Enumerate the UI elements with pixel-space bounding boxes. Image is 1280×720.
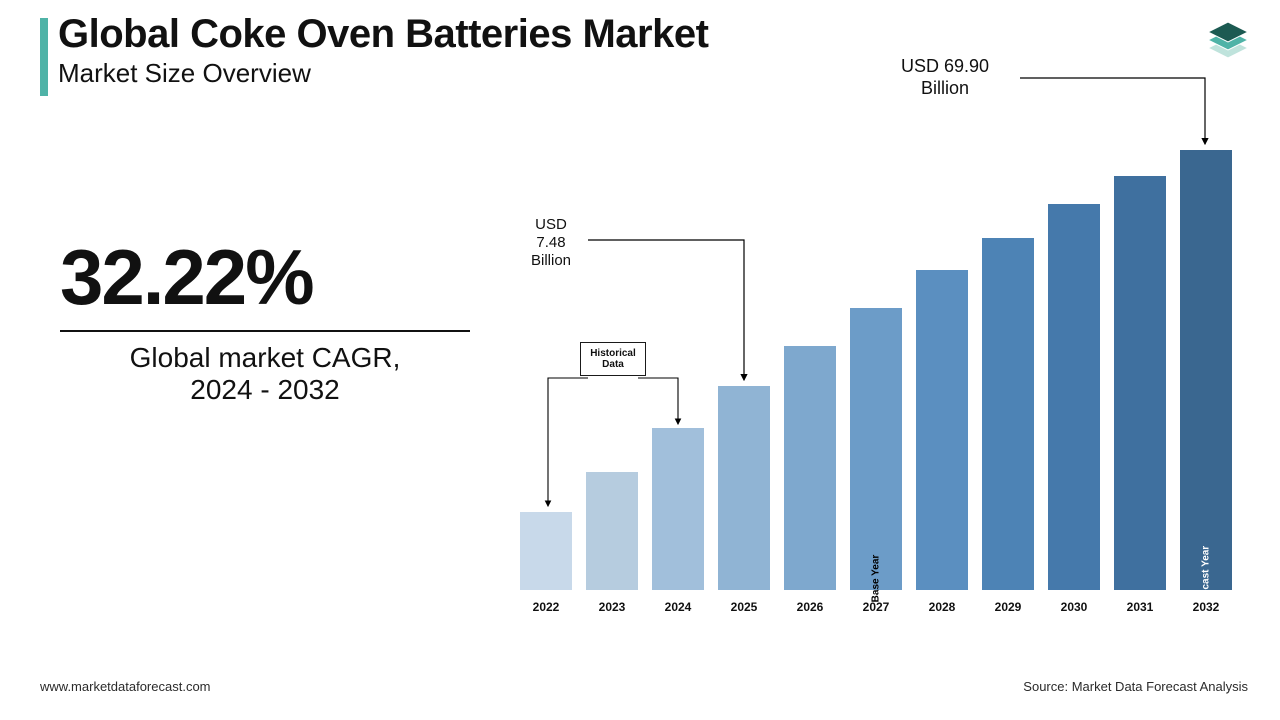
bar-2026 [784,346,836,590]
page-subtitle: Market Size Overview [58,58,311,89]
year-label-2022: 2022 [520,600,572,614]
start-value-line1: USD [516,216,586,234]
cagr-label-line1: Global market CAGR, [60,342,470,374]
start-value-line3: Billion [516,252,586,270]
end-value-annotation: USD 69.90 Billion [870,56,1020,99]
historical-line1: Historical [587,348,639,359]
bar-2024 [652,428,704,590]
end-value-line1: USD 69.90 [870,56,1020,78]
year-label-2025: 2025 [718,600,770,614]
year-label-2028: 2028 [916,600,968,614]
bar-2028 [916,270,968,590]
bar-2022 [520,512,572,590]
year-label-2024: 2024 [652,600,704,614]
historical-line2: Data [587,359,639,370]
year-label-2026: 2026 [784,600,836,614]
year-label-2030: 2030 [1048,600,1100,614]
brand-logo-icon [1200,14,1256,70]
historical-data-box: Historical Data [580,342,646,376]
end-value-line2: Billion [870,78,1020,100]
year-label-2032: 2032 [1180,600,1232,614]
bar-2027: Base Year [850,308,902,590]
bar-2030 [1048,204,1100,590]
year-axis: 2022 2023 2024 2025 2026 2027 2028 2029 2030 2031… [520,600,1240,614]
bar-2031 [1114,176,1166,590]
year-label-2029: 2029 [982,600,1034,614]
start-value-line2: 7.48 [516,234,586,252]
footer-source: Source: Market Data Forecast Analysis [1023,679,1248,694]
year-label-2031: 2031 [1114,600,1166,614]
cagr-panel: 32.22% Global market CAGR, 2024 - 2032 [60,238,480,406]
page-title: Global Coke Oven Batteries Market [58,12,708,57]
year-label-2023: 2023 [586,600,638,614]
bar-chart: Base YearForecast Year 20222023202420252… [520,150,1240,630]
cagr-value: 32.22% [60,238,480,316]
year-label-2027: 2027 [850,600,902,614]
bar-2023 [586,472,638,590]
bar-in-label-2027: Base Year [871,555,882,603]
start-value-annotation: USD 7.48 Billion [516,216,586,270]
title-accent-bar [40,18,48,96]
bar-2025 [718,386,770,590]
footer-url: www.marketdataforecast.com [40,679,211,694]
cagr-divider [60,330,470,332]
bar-2032: Forecast Year [1180,150,1232,590]
cagr-label-line2: 2024 - 2032 [60,374,470,406]
bar-2029 [982,238,1034,590]
